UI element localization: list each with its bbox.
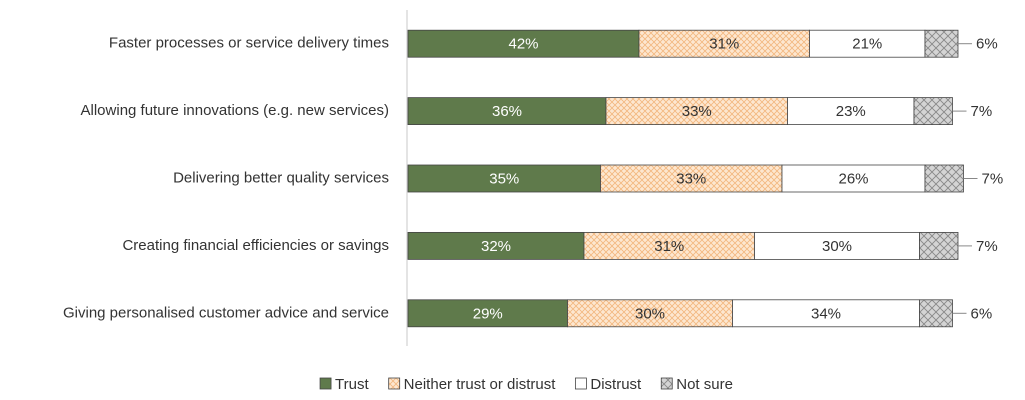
value-label: 7% — [982, 170, 1004, 187]
value-label: 23% — [836, 103, 866, 120]
value-label: 6% — [971, 305, 993, 322]
legend-swatch — [574, 377, 587, 390]
legend-swatch — [660, 377, 673, 390]
value-label: 21% — [852, 36, 882, 53]
bar-segment — [732, 299, 920, 328]
bar-segment — [407, 97, 607, 125]
value-label: 33% — [676, 170, 706, 187]
bar-segment — [407, 231, 585, 260]
value-label: 30% — [635, 305, 665, 322]
value-label: 29% — [473, 305, 503, 322]
bar-segment — [913, 97, 953, 125]
value-label: 31% — [654, 238, 684, 255]
category-label: Faster processes or service delivery tim… — [109, 35, 389, 52]
legend-label: Trust — [335, 376, 369, 393]
value-label: 36% — [492, 103, 522, 120]
value-label: 6% — [976, 36, 998, 53]
value-label: 30% — [822, 238, 852, 255]
category-label: Allowing future innovations (e.g. new se… — [81, 102, 389, 119]
legend-swatch — [388, 377, 401, 390]
category-label: Giving personalised customer advice and … — [63, 304, 389, 321]
legend-label: Not sure — [676, 376, 733, 393]
value-label: 42% — [508, 36, 538, 53]
bar-segment — [919, 299, 953, 328]
bar-segment — [600, 164, 783, 193]
legend-label: Neither trust or distrust — [404, 376, 557, 393]
bar-segment — [638, 29, 810, 58]
bar-segment — [809, 29, 926, 58]
legend-label: Distrust — [590, 376, 642, 393]
bar-segment — [781, 164, 926, 193]
bar-segment — [583, 231, 755, 260]
category-label: Delivering better quality services — [173, 169, 389, 186]
legend-swatch — [319, 377, 332, 390]
bar-segment — [754, 231, 920, 260]
value-label: 7% — [976, 238, 998, 255]
category-label: Creating financial efficiencies or savin… — [122, 237, 389, 254]
value-label: 34% — [811, 305, 841, 322]
bar-segment — [919, 231, 959, 260]
value-label: 35% — [489, 170, 519, 187]
bar-segment — [924, 164, 964, 193]
bar-segment — [787, 97, 915, 125]
value-label: 33% — [682, 103, 712, 120]
value-label: 26% — [838, 170, 868, 187]
bar-segment — [924, 29, 959, 58]
bar-segment — [407, 299, 568, 328]
value-label: 32% — [481, 238, 511, 255]
value-label: 7% — [971, 103, 993, 120]
value-label: 31% — [709, 36, 739, 53]
